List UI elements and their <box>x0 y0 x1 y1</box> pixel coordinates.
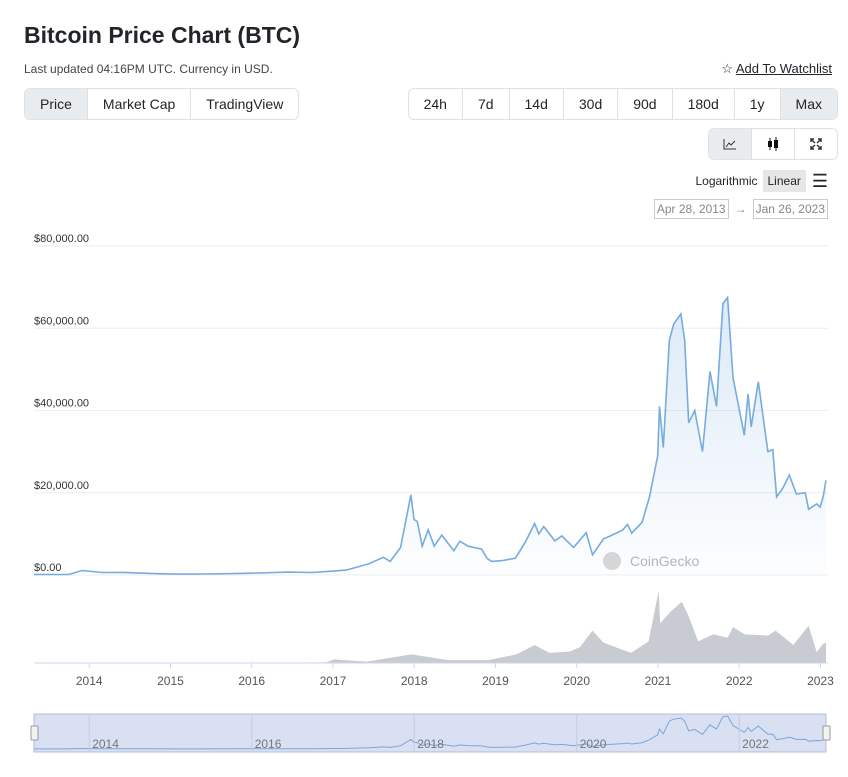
scale-logarithmic[interactable]: Logarithmic <box>695 174 758 188</box>
chart-type-tabs <box>708 128 838 160</box>
x-tick-label: 2021 <box>645 674 672 688</box>
tab-market-cap[interactable]: Market Cap <box>88 89 192 119</box>
y-tick-label: $20,000.00 <box>34 480 89 492</box>
navigator-line <box>34 715 827 750</box>
range-tabs: 24h 7d 14d 30d 90d 180d 1y Max <box>407 88 838 120</box>
navigator-handle[interactable] <box>30 725 39 741</box>
add-to-watchlist-link[interactable]: ☆ Add To Watchlist <box>721 61 832 77</box>
navigator-tick-label: 2020 <box>580 737 607 751</box>
y-tick-label: $40,000.00 <box>34 398 89 410</box>
star-icon: ☆ <box>721 61 733 76</box>
range-1y[interactable]: 1y <box>735 89 781 119</box>
x-tick-label: 2015 <box>157 674 184 688</box>
line-chart-icon[interactable] <box>709 129 752 159</box>
navigator-handle[interactable] <box>822 725 831 741</box>
x-tick-label: 2016 <box>238 674 265 688</box>
range-90d[interactable]: 90d <box>618 89 673 119</box>
date-from-input[interactable]: Apr 28, 2013 <box>653 199 729 219</box>
menu-icon[interactable]: ☰ <box>811 170 828 191</box>
x-tick-label: 2018 <box>401 674 428 688</box>
tab-tradingview[interactable]: TradingView <box>206 96 284 112</box>
data-tabs: Price Market Cap TradingView <box>24 88 300 120</box>
x-tick-label: 2014 <box>76 674 103 688</box>
y-tick-label: $0.00 <box>34 562 62 574</box>
navigator-tick-label: 2014 <box>92 737 119 751</box>
date-range: Apr 28, 2013 → Jan 26, 2023 <box>653 199 828 219</box>
price-area <box>34 297 826 575</box>
range-14d[interactable]: 14d <box>510 89 564 119</box>
page-title: Bitcoin Price Chart (BTC) <box>24 22 301 48</box>
x-tick-label: 2017 <box>320 674 347 688</box>
range-7d[interactable]: 7d <box>463 89 510 119</box>
x-tick-label: 2020 <box>563 674 590 688</box>
volume-area <box>34 591 826 663</box>
arrow-icon: → <box>734 202 747 216</box>
fullscreen-icon[interactable] <box>795 129 837 159</box>
last-updated: Last updated 04:16PM UTC. Currency in US… <box>24 62 273 76</box>
y-tick-label: $80,000.00 <box>34 233 89 245</box>
x-tick-label: 2022 <box>726 674 753 688</box>
navigator-tick-label: 2022 <box>742 737 769 751</box>
x-tick-label: 2023 <box>807 674 834 688</box>
y-tick-label: $60,000.00 <box>34 315 89 327</box>
watchlist-label: Add To Watchlist <box>735 61 832 76</box>
range-max[interactable]: Max <box>780 89 837 119</box>
candlestick-icon[interactable] <box>752 129 795 159</box>
date-to-input[interactable]: Jan 26, 2023 <box>752 199 828 219</box>
watermark: CoinGecko <box>603 552 699 570</box>
price-line <box>33 295 827 576</box>
scale-toggle: Logarithmic Linear ☰ <box>690 170 828 192</box>
range-180d[interactable]: 180d <box>673 89 735 119</box>
navigator-tick-label: 2016 <box>255 737 282 751</box>
navigator-tick-label: 2018 <box>417 737 444 751</box>
watermark-text: CoinGecko <box>630 553 699 569</box>
range-24h[interactable]: 24h <box>409 89 463 119</box>
scale-linear[interactable]: Linear <box>762 170 806 192</box>
range-30d[interactable]: 30d <box>564 89 619 119</box>
x-tick-label: 2019 <box>482 674 509 688</box>
tab-price[interactable]: Price <box>25 89 88 119</box>
